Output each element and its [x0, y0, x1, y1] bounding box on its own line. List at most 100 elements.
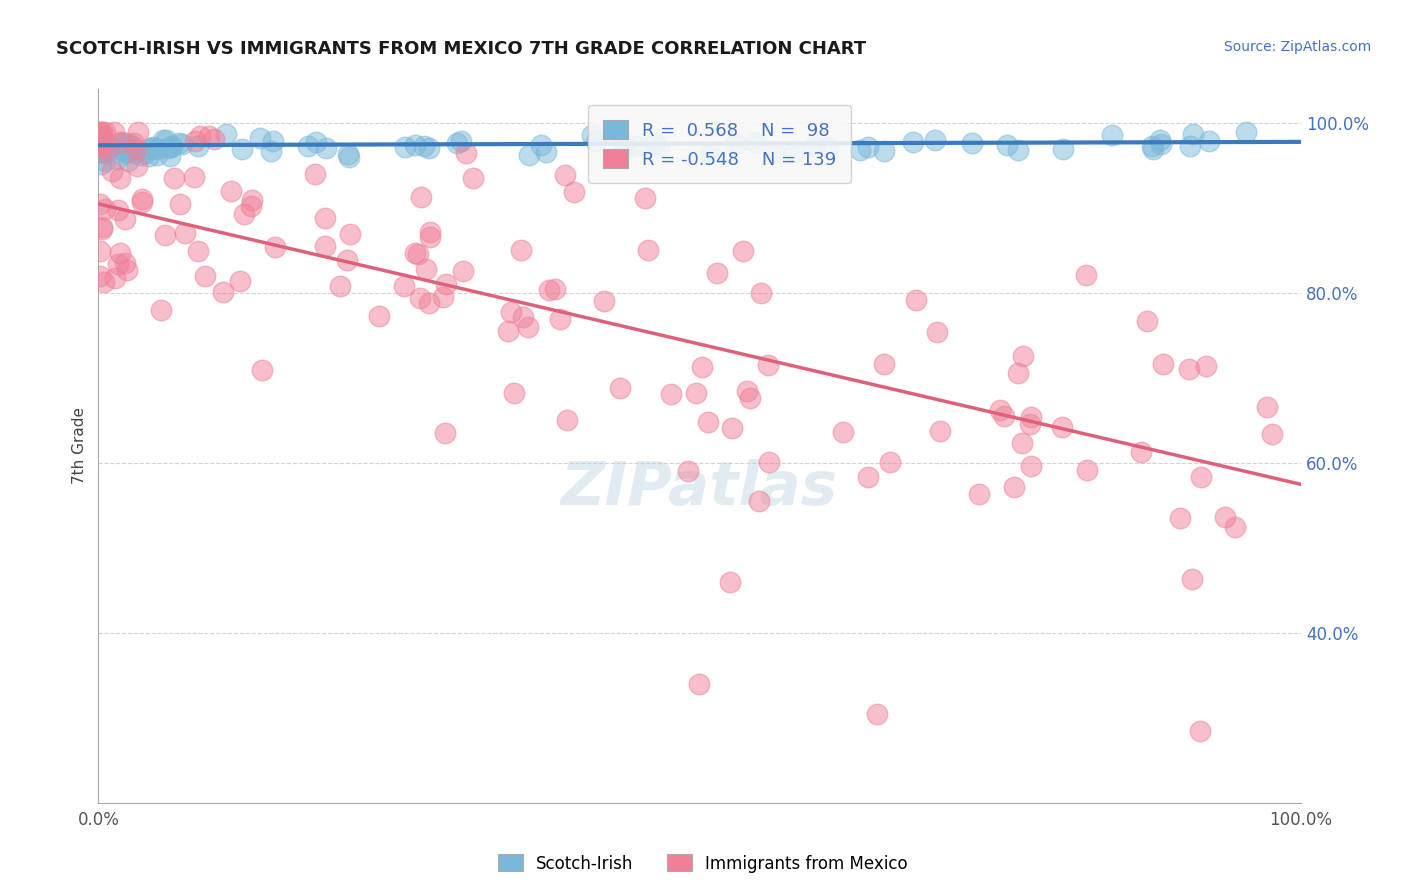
Point	[187, 244, 209, 258]
Point	[1007, 143, 1029, 157]
Point	[614, 142, 637, 156]
Point	[114, 212, 136, 227]
Point	[120, 144, 142, 158]
Point	[368, 309, 391, 323]
Point	[231, 142, 253, 156]
Point	[925, 325, 948, 339]
Point	[1168, 510, 1191, 524]
Point	[233, 207, 256, 221]
Point	[554, 168, 576, 182]
Point	[107, 136, 129, 150]
Point	[91, 219, 114, 234]
Point	[626, 138, 648, 153]
Point	[89, 125, 111, 139]
Point	[305, 135, 328, 149]
Point	[93, 154, 115, 169]
Legend: Scotch-Irish, Immigrants from Mexico: Scotch-Irish, Immigrants from Mexico	[491, 847, 915, 880]
Point	[993, 409, 1015, 423]
Point	[432, 290, 454, 304]
Point	[415, 262, 437, 277]
Point	[89, 269, 111, 284]
Point	[1011, 435, 1033, 450]
Point	[418, 296, 440, 310]
Point	[90, 145, 112, 159]
Point	[1194, 359, 1216, 373]
Point	[644, 136, 666, 150]
Point	[90, 141, 112, 155]
Point	[659, 386, 682, 401]
Point	[114, 256, 136, 270]
Point	[174, 226, 197, 240]
Point	[1198, 134, 1220, 148]
Point	[419, 226, 441, 240]
Point	[304, 168, 326, 182]
Point	[411, 190, 433, 204]
Point	[548, 312, 571, 326]
Point	[1261, 427, 1284, 442]
Point	[93, 275, 115, 289]
Point	[91, 135, 114, 149]
Point	[1152, 357, 1174, 371]
Point	[125, 159, 148, 173]
Point	[115, 140, 138, 154]
Point	[446, 136, 468, 150]
Point	[155, 227, 177, 242]
Point	[172, 137, 194, 152]
Point	[1223, 519, 1246, 533]
Point	[1050, 419, 1073, 434]
Point	[1189, 470, 1212, 484]
Point	[107, 256, 129, 270]
Point	[125, 142, 148, 156]
Point	[89, 244, 111, 258]
Point	[1180, 139, 1202, 153]
Point	[721, 421, 744, 435]
Point	[419, 230, 441, 244]
Point	[1256, 400, 1278, 414]
Point	[90, 138, 112, 153]
Point	[314, 239, 336, 253]
Point	[696, 416, 718, 430]
Point	[91, 131, 114, 145]
Point	[501, 304, 523, 318]
Point	[107, 152, 129, 166]
Point	[94, 202, 117, 216]
Point	[1130, 445, 1153, 459]
Point	[849, 143, 872, 157]
Point	[112, 136, 135, 151]
Point	[960, 136, 983, 150]
Point	[967, 487, 990, 501]
Point	[685, 385, 707, 400]
Point	[252, 363, 274, 377]
Point	[337, 146, 360, 161]
Point	[451, 264, 474, 278]
Point	[738, 391, 761, 405]
Point	[1150, 137, 1173, 152]
Point	[131, 148, 153, 162]
Point	[1052, 142, 1074, 156]
Point	[89, 138, 111, 153]
Point	[530, 138, 553, 153]
Point	[127, 125, 149, 139]
Point	[187, 139, 209, 153]
Point	[756, 358, 779, 372]
Point	[90, 129, 112, 144]
Point	[394, 140, 416, 154]
Point	[146, 142, 169, 156]
Point	[90, 143, 112, 157]
Point	[543, 282, 565, 296]
Point	[803, 139, 825, 153]
Point	[96, 145, 118, 159]
Point	[121, 139, 143, 153]
Point	[832, 425, 855, 439]
Point	[690, 360, 713, 375]
Point	[676, 465, 699, 479]
Point	[1076, 463, 1098, 477]
Point	[924, 133, 946, 147]
Point	[89, 197, 111, 211]
Point	[1140, 139, 1163, 153]
Point	[150, 302, 173, 317]
Point	[337, 150, 360, 164]
Text: SCOTCH-IRISH VS IMMIGRANTS FROM MEXICO 7TH GRADE CORRELATION CHART: SCOTCH-IRISH VS IMMIGRANTS FROM MEXICO 7…	[56, 40, 866, 58]
Point	[1181, 127, 1204, 141]
Point	[117, 136, 139, 150]
